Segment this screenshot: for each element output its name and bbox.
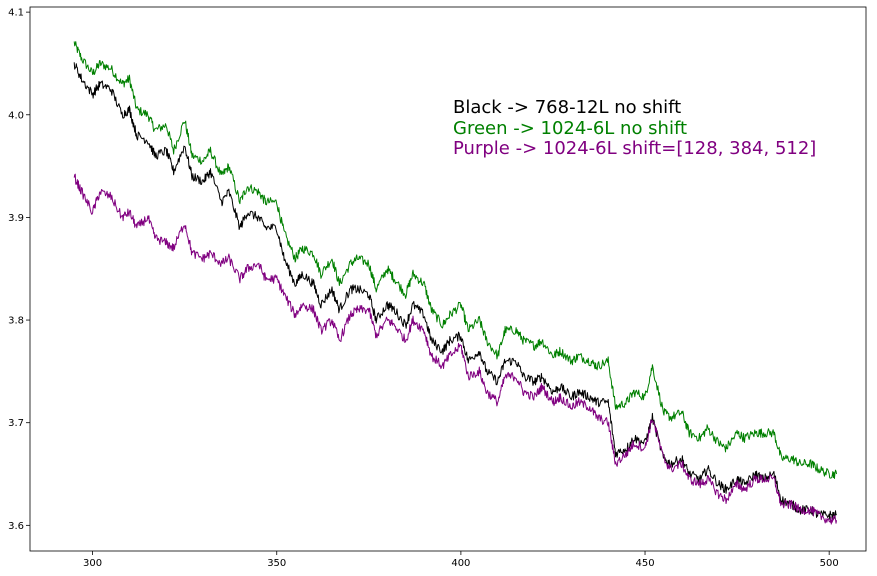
x-tick-label-1: 350 — [267, 558, 286, 569]
x-tick-label-2: 400 — [451, 558, 470, 569]
y-tick-label-3: 3.9 — [8, 213, 24, 224]
legend-annotations: Black -> 768-12L no shift Green -> 1024-… — [453, 97, 816, 159]
annotation-green: Green -> 1024-6L no shift — [453, 118, 687, 139]
y-axis: 3.6 3.7 3.8 3.9 4.0 4.1 — [8, 8, 30, 532]
x-axis: 300 350 400 450 500 — [83, 551, 839, 569]
series-layer — [73, 41, 838, 525]
y-tick-label-4: 4.0 — [8, 110, 24, 121]
annotation-purple: Purple -> 1024-6L shift=[128, 384, 512] — [453, 138, 816, 159]
series-line-2 — [73, 173, 838, 525]
y-tick-label-0: 3.6 — [8, 521, 24, 532]
x-tick-label-0: 300 — [83, 558, 102, 569]
series-line-1 — [73, 62, 837, 520]
series-line-0 — [73, 41, 838, 479]
y-tick-label-1: 3.7 — [8, 418, 24, 429]
x-tick-label-3: 450 — [635, 558, 654, 569]
plot-frame — [29, 6, 867, 552]
x-tick-label-4: 500 — [820, 558, 839, 569]
y-tick-label-2: 3.8 — [8, 316, 24, 327]
annotation-black: Black -> 768-12L no shift — [453, 97, 681, 118]
y-tick-label-5: 4.1 — [8, 8, 24, 19]
